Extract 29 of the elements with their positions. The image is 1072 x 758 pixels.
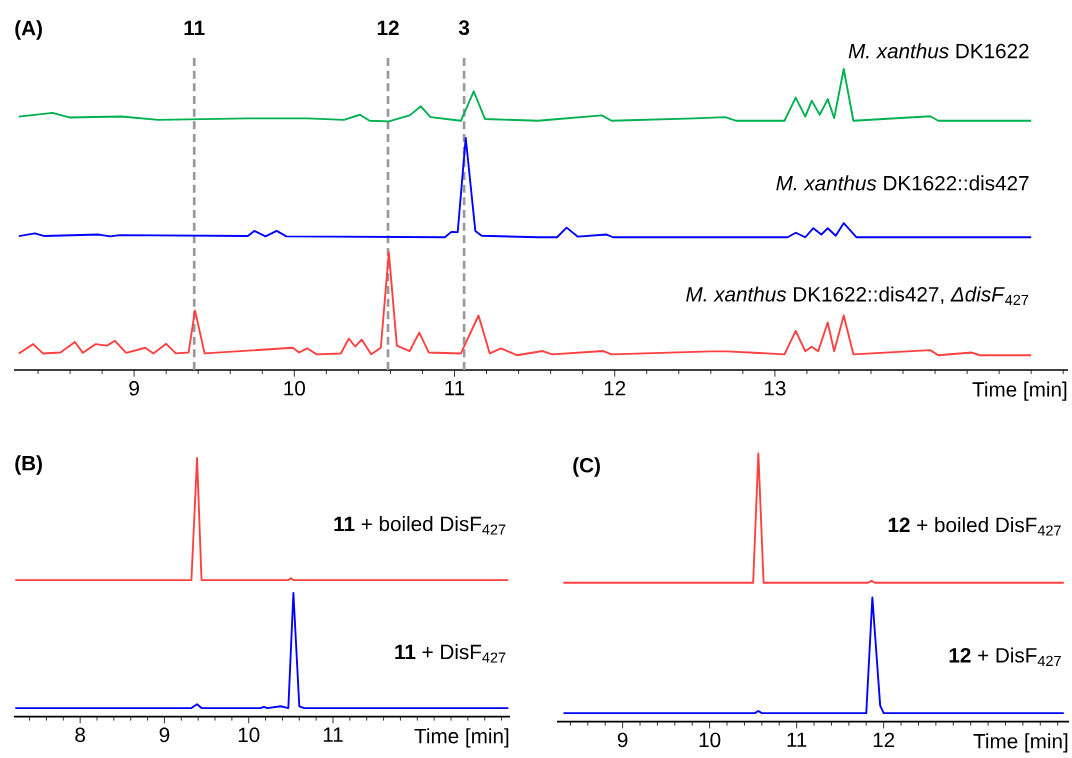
x-tick-label: 11 [787, 732, 807, 747]
x-tick-label: 11 [323, 727, 343, 742]
x-tick-label: 9 [129, 380, 139, 396]
text: M. xanthus DK1622::dis427 [776, 175, 1029, 191]
series-label: M. xanthus DK1622 [848, 43, 1029, 59]
series-label: M. xanthus DK1622::dis427, ΔdisF$_{427}$ [686, 286, 1029, 305]
x-tick-label: 12 [873, 732, 895, 748]
x-tick-label: 9 [617, 732, 628, 748]
x-tick-label: 8 [75, 727, 86, 743]
x-tick-label: 11 [445, 380, 465, 396]
x-axis-title: Time [min] [973, 733, 1068, 753]
x-axis-title: Time [min] [414, 728, 509, 748]
chart-title: (A) [15, 20, 42, 40]
x-tick-label: 10 [284, 380, 306, 396]
text: 3 [458, 20, 470, 36]
x-tick-label: 10 [238, 727, 260, 743]
x-tick-label: 12 [604, 380, 626, 396]
x-tick-label: 10 [699, 732, 721, 748]
text: 11 + DisF$_{427}$ [395, 644, 506, 663]
text: 12 + DisF$_{427}$ [949, 647, 1061, 666]
x-tick-label: 13 [764, 380, 786, 396]
chart-title: (C) [573, 457, 600, 477]
chart-title: (B) [15, 455, 42, 475]
text: 11 + boiled DisF$_{427}$ [334, 516, 506, 535]
x-tick-label: 9 [159, 727, 170, 743]
text: 11 [184, 20, 205, 36]
text: 12 + boiled DisF$_{427}$ [888, 517, 1061, 536]
text: 12 [377, 20, 399, 36]
x-axis-title: Time [min] [972, 381, 1067, 401]
